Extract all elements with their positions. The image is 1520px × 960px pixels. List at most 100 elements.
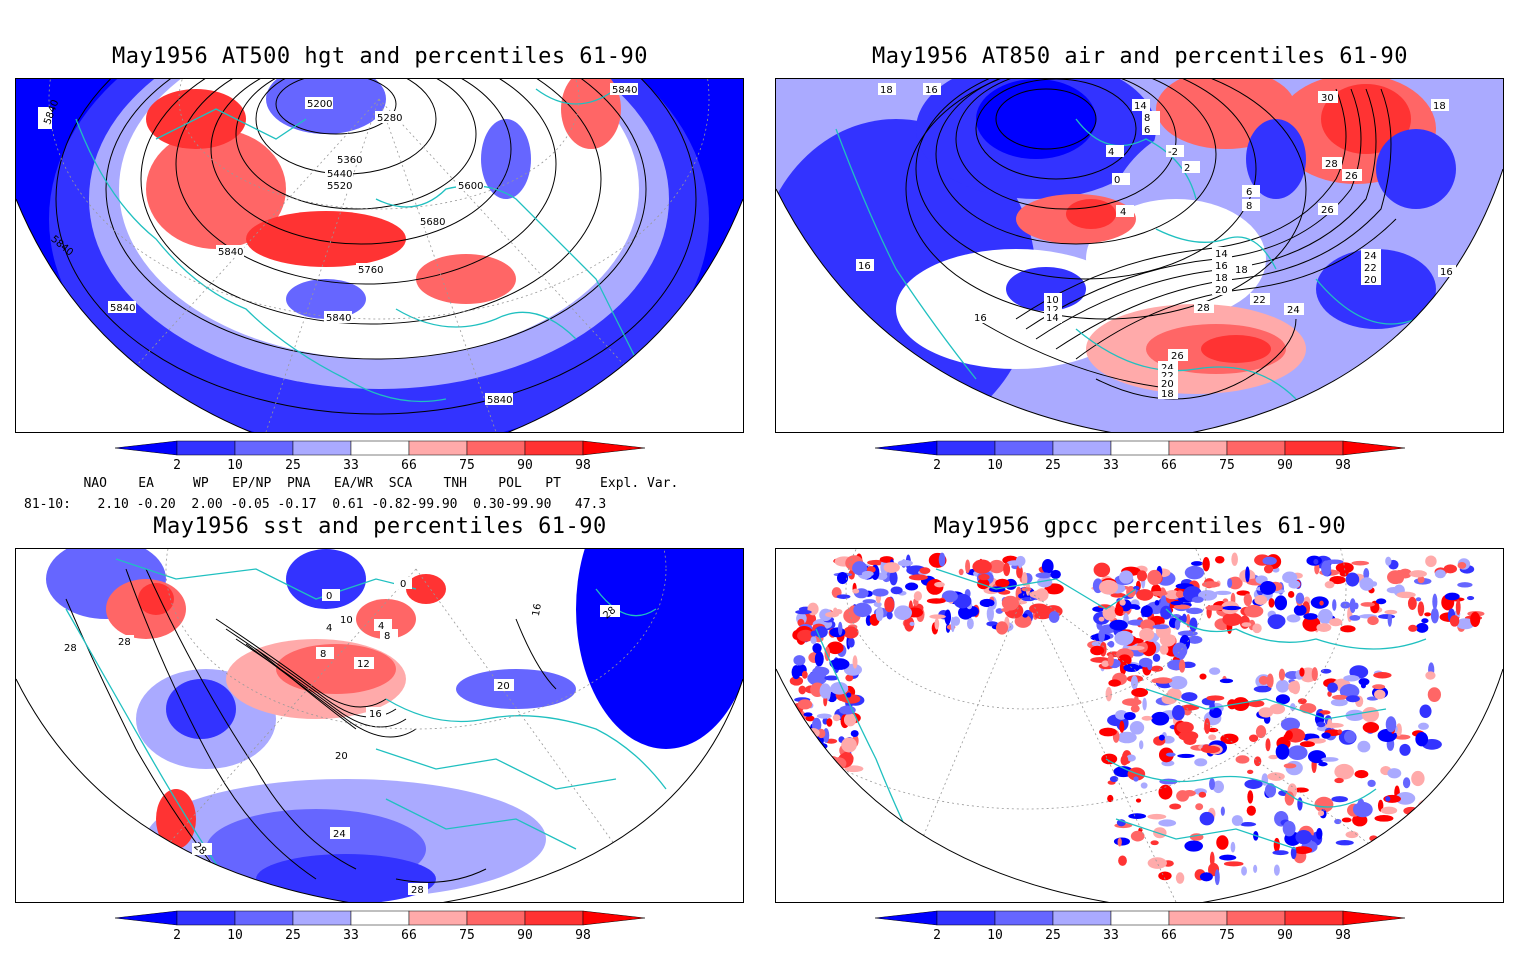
precip-anomaly-patch	[977, 578, 990, 590]
precip-anomaly-patch	[958, 568, 964, 576]
precip-anomaly-patch	[850, 730, 859, 737]
precip-anomaly-patch	[929, 614, 946, 619]
precip-anomaly-patch	[1258, 675, 1269, 685]
precip-anomaly-patch	[1129, 721, 1145, 735]
precip-anomaly-patch	[909, 621, 915, 627]
precip-anomaly-patch	[988, 559, 1005, 574]
precip-anomaly-patch	[884, 596, 895, 613]
precip-anomaly-patch	[1293, 604, 1307, 616]
precip-anomaly-patch	[1425, 671, 1436, 680]
precip-anomaly-patch	[1363, 568, 1370, 580]
precip-anomaly-patch	[1177, 630, 1198, 637]
precip-anomaly-patch	[1407, 596, 1417, 610]
precip-anomaly-patch	[883, 562, 900, 573]
precip-anomaly-patch	[1288, 681, 1299, 694]
precip-anomaly-patch	[819, 683, 832, 699]
precip-anomaly-patch	[853, 602, 872, 618]
colorbar-tick-label: 66	[1161, 928, 1177, 943]
colorbar-labels: 2 10 25 33 66 75 90 98	[875, 928, 1405, 944]
precip-anomaly-patch	[1420, 855, 1437, 868]
precip-anomaly-patch	[1201, 581, 1220, 588]
colorbar-segment	[874, 910, 938, 926]
colorbar-segment	[114, 440, 178, 456]
precip-anomaly-patch	[1158, 734, 1165, 741]
precip-anomaly-patch	[1327, 682, 1338, 693]
precip-anomaly-patch	[1255, 725, 1267, 739]
precip-anomaly-patch	[1329, 575, 1346, 585]
precip-anomaly-patch	[1130, 675, 1139, 690]
colorbar-segment	[1284, 910, 1344, 926]
precip-anomaly-patch	[1316, 828, 1323, 840]
precip-anomaly-patch	[1394, 832, 1414, 847]
colorbar-segment	[1342, 440, 1406, 456]
colorbar-segment	[874, 440, 938, 456]
precip-anomaly-patch	[1396, 723, 1402, 737]
contour-label: 18	[1433, 101, 1446, 112]
precip-anomaly-patch	[846, 692, 852, 698]
precip-anomaly-patch	[1187, 635, 1203, 644]
precip-anomaly-patch	[1152, 624, 1170, 630]
precip-anomaly-patch	[1214, 590, 1232, 596]
precip-anomaly-patch	[818, 785, 834, 796]
precip-anomaly-patch	[1424, 818, 1444, 825]
precip-anomaly-patch	[1139, 627, 1155, 641]
colorbar-segment	[408, 440, 468, 456]
precip-anomaly-patch	[1280, 717, 1301, 732]
colorbar-tick-label: 98	[1335, 928, 1351, 943]
precip-anomaly-patch	[1395, 791, 1416, 805]
contour-label: 28	[411, 885, 424, 896]
precip-anomaly-patch	[1139, 657, 1153, 668]
precip-anomaly-patch	[1351, 560, 1370, 566]
precip-anomaly-patch	[1273, 837, 1280, 853]
precip-anomaly-patch	[1206, 695, 1225, 701]
precip-anomaly-patch	[1209, 777, 1215, 791]
precip-anomaly-patch	[1107, 641, 1115, 647]
contour-label: 20	[1161, 379, 1174, 390]
precip-anomaly-patch	[1425, 837, 1440, 844]
precip-anomaly-patch	[1385, 556, 1392, 566]
precip-anomaly-patch	[1142, 697, 1147, 711]
colorbar-tick-label: 75	[459, 458, 475, 473]
contour-label: 20	[1215, 285, 1228, 296]
precip-anomaly-patch	[876, 572, 888, 581]
precip-anomaly-patch	[1373, 851, 1379, 867]
precip-anomaly-patch	[1140, 619, 1156, 632]
colorbar-tick-label: 25	[1045, 928, 1061, 943]
precip-anomaly-patch	[1029, 603, 1049, 615]
precip-anomaly-patch	[1140, 605, 1153, 618]
precip-anomaly-patch	[806, 798, 818, 805]
contour-label: 5200	[307, 99, 332, 110]
precip-anomaly-patch	[1231, 552, 1238, 566]
precip-anomaly-patch	[1359, 577, 1375, 591]
precip-anomaly-patch	[941, 590, 958, 603]
precip-anomaly-patch	[1199, 673, 1207, 680]
precip-anomaly-patch	[1427, 687, 1441, 702]
precip-anomaly-patch	[966, 617, 974, 630]
precip-anomaly-patch	[1381, 844, 1386, 852]
precip-anomaly-patch	[1158, 819, 1177, 827]
precip-anomaly-patch	[1099, 727, 1117, 737]
precip-anomaly-patch	[978, 573, 990, 581]
precip-anomaly-patch	[792, 758, 805, 766]
precip-anomaly-patch	[1361, 707, 1380, 723]
map-panel-sst: 28 28 0 0 4 10 4 8 8 12 16 16 20 20 24 2…	[15, 548, 744, 903]
precip-anomaly-patch	[1327, 691, 1332, 697]
precip-anomaly-patch	[1369, 842, 1376, 850]
precip-anomaly-patch	[1325, 559, 1344, 564]
precip-anomaly-patch	[1402, 777, 1411, 789]
precip-anomaly-patch	[1244, 604, 1264, 618]
precip-anomaly-patch	[1265, 738, 1271, 752]
precip-anomaly-patch	[1119, 570, 1134, 584]
colorbar-tick-label: 90	[517, 928, 533, 943]
precip-anomaly-patch	[1126, 604, 1140, 609]
precip-anomaly-patch	[1409, 570, 1427, 578]
precip-anomaly-patch	[806, 738, 814, 749]
contour-label: 16	[974, 313, 987, 324]
precip-anomaly-patch	[1385, 796, 1391, 802]
precip-anomaly-patch	[1295, 829, 1312, 845]
precip-anomaly-patch	[1275, 679, 1290, 693]
precip-anomaly-patch	[1101, 660, 1110, 668]
precip-anomaly-patch	[1406, 818, 1414, 824]
colorbar-segment	[936, 910, 996, 926]
contour-label: 14	[1046, 313, 1059, 324]
